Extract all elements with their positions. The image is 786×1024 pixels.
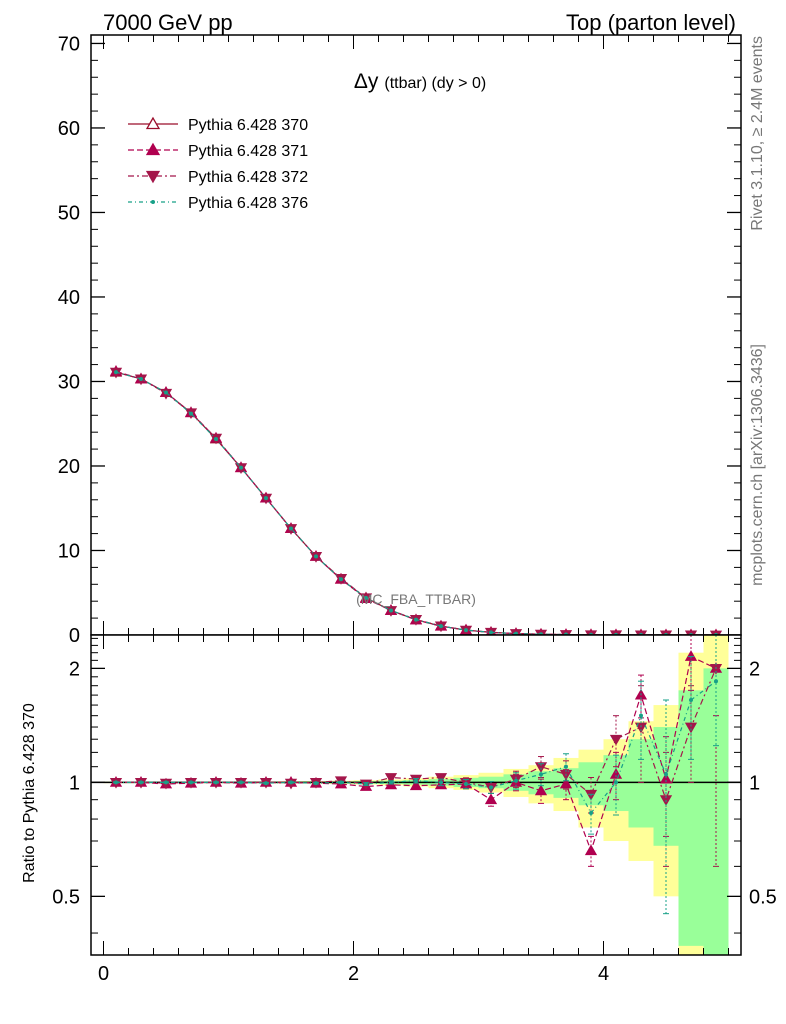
ratio-series-group [109,634,723,915]
legend-label: Pythia 6.428 371 [188,143,308,160]
ratio-series-point [239,780,243,785]
ratio-series-point [189,780,193,785]
ratio-series-point [539,772,543,777]
plot-title-main: Δy [354,70,379,93]
main-series-point [139,376,143,381]
header-left: 7000 GeV pp [103,10,233,35]
legend: Pythia 6.428 370 Pythia 6.428 371 Pythia 6… [128,116,308,212]
main-plot-panel: 0 10 20 30 40 50 60 70 [58,33,742,647]
main-series-point [439,624,443,629]
ratio-series-point [664,772,668,777]
ratio-series-point [489,785,493,790]
main-series-point [289,526,293,531]
main-series-point [164,390,168,395]
ratio-series-point [659,772,673,784]
ratio-series-point [639,713,643,718]
plot-title: Δy (ttbar) (dy > 0) [354,70,486,93]
ratio-series-point [389,780,393,785]
main-series-point [389,608,393,613]
ratio-series-point [384,773,398,784]
x-tick-label: 4 [598,963,609,985]
main-y-axis: 0 10 20 30 40 50 60 70 [58,33,741,647]
mcplots-label: mcplots.cern.ch [arXiv:1306.3436] [749,344,766,586]
main-series-point [464,628,468,633]
ratio-y-tick-label-right: 1 [749,772,760,794]
ratio-series-point [484,793,498,805]
ratio-series-point [589,811,593,816]
main-series-point [314,554,318,559]
main-y-tick-label: 0 [69,625,80,647]
main-y-tick-label: 70 [58,33,80,55]
main-series-point [414,617,418,622]
main-y-tick-label: 60 [58,118,80,140]
main-series-point [264,496,268,501]
main-series-point [489,630,493,635]
ratio-series-point [514,778,518,783]
main-series-point [214,436,218,441]
main-y-tick-label: 10 [58,540,80,562]
main-series-point [239,465,243,470]
ratio-series-point [609,734,623,746]
ratio-series-point [689,698,693,703]
ratio-plot-frame [90,634,742,956]
ratio-y-axis-label: Ratio to Pythia 6.428 370 [21,703,38,883]
ratio-series-point [214,780,218,785]
ratio-series-point [434,773,448,784]
rivet-label: Rivet 3.1.10, ≥ 2.4M events [749,36,766,231]
analysis-watermark: (MC_FBA_TTBAR) [356,591,476,607]
main-series-point [339,577,343,582]
ratio-series-point [139,780,143,785]
legend-label: Pythia 6.428 372 [188,169,308,186]
ratio-plot-panel: 0.5 0.5 1 1 2 2 0 2 4 [52,634,777,985]
ratio-series-point [414,778,418,783]
ratio-series-point [114,780,118,785]
ratio-axes: 0.5 0.5 1 1 2 2 0 2 4 [52,635,777,985]
ratio-y-tick-label: 2 [69,658,80,680]
legend-label: Pythia 6.428 370 [188,117,308,134]
legend-marker [151,200,155,204]
plot-title-sub: (ttbar) (dy > 0) [384,75,486,92]
legend-marker [145,170,161,184]
ratio-series-point [584,844,598,856]
ratio-series-point [614,780,618,785]
ratio-y-tick-label: 1 [69,772,80,794]
x-tick-label: 0 [98,963,109,985]
ratio-series-point [339,780,343,785]
main-series-point [189,411,193,416]
ratio-series-point [534,762,548,773]
ratio-series-point [364,782,368,787]
ratio-series-point [534,784,548,796]
main-series-point [114,370,118,375]
legend-marker [145,142,161,156]
legend-marker [145,116,161,130]
x-tick-label: 2 [348,963,359,985]
ratio-y-tick-label-right: 2 [749,658,760,680]
main-plot-background [91,35,741,635]
ratio-y-tick-label: 0.5 [52,886,80,908]
ratio-series-point [289,780,293,785]
ratio-series-point [314,781,318,786]
main-y-tick-label: 40 [58,287,80,309]
header-right: Top (parton level) [566,10,736,35]
ratio-series-point [464,782,468,787]
main-y-tick-label: 50 [58,202,80,224]
ratio-y-tick-label-right: 0.5 [749,886,777,908]
ratio-series-point [264,781,268,786]
legend-label: Pythia 6.428 376 [188,195,308,212]
main-y-tick-label: 20 [58,456,80,478]
ratio-series-point [684,722,698,734]
ratio-series-point [684,650,698,661]
ratio-series-point [634,722,648,734]
ratio-series-point [439,780,443,785]
ratio-series-point [164,780,168,785]
ratio-series-point [564,764,568,769]
main-series-point [364,595,368,600]
main-y-tick-label: 30 [58,371,80,393]
ratio-series-point [559,777,573,789]
ratio-series-point [714,679,718,684]
